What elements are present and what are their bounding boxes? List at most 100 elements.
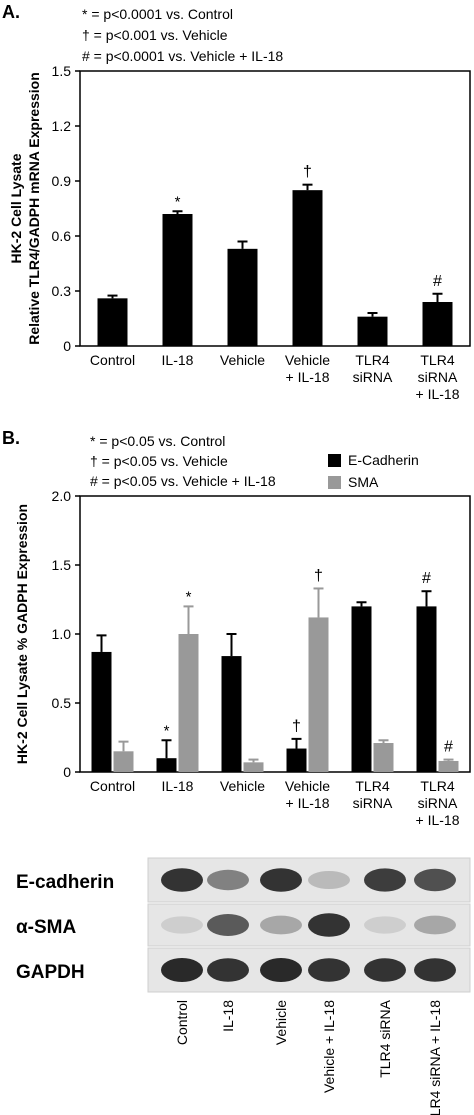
blot-band: [414, 868, 456, 892]
blot-band: [207, 869, 249, 891]
chart-a-ylabel-line: Relative TLR4/GADPH mRNA Expression: [26, 72, 42, 345]
chart-b-bar: [221, 656, 242, 772]
chart-b-bar: [91, 651, 112, 772]
chart-b-legend-label: E-Cadherin: [348, 452, 419, 468]
chart-b-bar: [416, 606, 437, 772]
blot-band: [308, 871, 350, 889]
blot-band: [207, 914, 249, 936]
blot-band: [207, 958, 249, 982]
blot-band: [260, 958, 302, 982]
blot-band: [161, 958, 203, 982]
blot-lane-label: IL-18: [220, 1000, 236, 1032]
chart-b-ytick-label: 1.5: [52, 557, 72, 573]
chart-b-bar: [308, 617, 329, 772]
chart-b-bar: [286, 748, 307, 772]
blot-row-label: E-cadherin: [16, 872, 114, 893]
chart-a-ytick-label: 1.5: [52, 63, 72, 79]
chart-b-legend-label: SMA: [348, 474, 379, 490]
panel-b-legend-line-1: * = p<0.05 vs. Control: [90, 433, 225, 449]
panel-b-label: B.: [2, 428, 20, 448]
chart-b-bar: [113, 751, 134, 772]
chart-b-category-label: Vehicle: [285, 778, 330, 794]
blot-band: [161, 916, 203, 934]
chart-a-bar: [227, 248, 258, 346]
blot-band: [161, 868, 203, 892]
chart-b-category-label: siRNA: [353, 795, 393, 811]
chart-a-category-label: Vehicle: [285, 352, 330, 368]
chart-a-ytick-label: 0.3: [52, 283, 72, 299]
chart-b-ytick-label: 2.0: [52, 488, 72, 504]
blot-band: [364, 868, 406, 892]
blot-lane-label: Vehicle + IL-18: [321, 1000, 337, 1093]
chart-a-bar: [422, 302, 453, 346]
chart-a-category-label: TLR4: [355, 352, 389, 368]
blot-band: [364, 916, 406, 934]
chart-a-plot-frame: [79, 70, 471, 347]
chart-b-ylabel-line: HK-2 Cell Lysate % GADPH Expression: [14, 504, 30, 764]
panel-a-legend-line-2: † = p<0.001 vs. Vehicle: [82, 27, 228, 43]
panel-a-legend-line-1: * = p<0.0001 vs. Control: [82, 6, 233, 22]
chart-a-ytick-label: 0: [63, 338, 71, 354]
blot-band: [414, 915, 456, 935]
chart-b-category-label: Control: [90, 778, 135, 794]
chart-b-ytick-label: 1.0: [52, 626, 72, 642]
chart-a-significance-mark: †: [303, 164, 312, 181]
chart-b-category-label: TLR4: [355, 778, 389, 794]
chart-b-significance-mark: #: [422, 570, 431, 587]
chart-a-significance-mark: #: [433, 273, 442, 290]
chart-a-category-label: siRNA: [353, 369, 393, 385]
blot-band: [308, 913, 350, 937]
blot-lane-label: TLR4 siRNA: [377, 999, 393, 1077]
chart-b-category-label: + IL-18: [286, 795, 330, 811]
chart-b-bar: [351, 606, 372, 772]
chart-a-ylabel-line: HK-2 Cell Lysate: [8, 153, 24, 263]
chart-b-bar: [243, 762, 264, 772]
blot-band: [260, 915, 302, 935]
chart-b-bar: [373, 743, 394, 772]
panel-b-legend-line-3: # = p<0.05 vs. Vehicle + IL-18: [90, 473, 276, 489]
chart-b-category-label: + IL-18: [416, 812, 460, 828]
chart-a: 0 0.3 0.6 0.9 1.2 1.5 HK-2 Cell Lysate Relative…: [8, 63, 471, 402]
chart-b-category-label: TLR4: [420, 778, 454, 794]
blot-band: [414, 958, 456, 982]
chart-a-category-label: + IL-18: [416, 386, 460, 402]
chart-b-bar: [178, 634, 199, 772]
chart-b-category-label: Vehicle: [220, 778, 265, 794]
chart-b-significance-mark: #: [444, 739, 453, 756]
chart-a-significance-mark: *: [175, 193, 181, 210]
panel-b-legend-line-2: † = p<0.05 vs. Vehicle: [90, 453, 228, 469]
chart-b-significance-mark: †: [292, 718, 301, 735]
panel-a-label: A.: [2, 2, 20, 22]
chart-b-ytick-label: 0: [63, 764, 71, 780]
western-blot: E-cadherin α-SMA GAPDH Control IL-18 Vehicle V…: [16, 857, 471, 1115]
chart-a-ytick-label: 0.9: [52, 173, 72, 189]
chart-b-legend-swatch: [328, 454, 341, 467]
blot-lane-label: Vehicle: [273, 1000, 289, 1045]
chart-b-bar: [438, 760, 459, 772]
chart-b-category-label: siRNA: [418, 795, 458, 811]
chart-b-legend-swatch: [328, 476, 341, 489]
chart-a-category-label: IL-18: [162, 352, 194, 368]
chart-a-category-label: Vehicle: [220, 352, 265, 368]
blot-band: [364, 958, 406, 982]
chart-a-ytick-label: 0.6: [52, 228, 72, 244]
chart-b-bar: [156, 758, 177, 772]
blot-lane-label: TLR4 siRNA + IL-18: [427, 1000, 443, 1115]
chart-b: 0 0.5 1.0 1.5 2.0 HK-2 Cell Lysate % GADPH Ex…: [14, 452, 471, 828]
blot-band: [260, 868, 302, 892]
chart-a-bar: [292, 190, 323, 346]
chart-b-category-label: IL-18: [162, 778, 194, 794]
chart-a-bar: [162, 214, 193, 346]
chart-a-category-label: Control: [90, 352, 135, 368]
chart-b-significance-mark: *: [186, 588, 192, 605]
chart-b-significance-mark: *: [164, 722, 170, 739]
chart-a-bar: [97, 298, 128, 346]
chart-a-category-label: + IL-18: [286, 369, 330, 385]
blot-row-label: α-SMA: [16, 917, 77, 938]
blot-row-label: GAPDH: [16, 962, 85, 983]
chart-b-significance-mark: †: [314, 567, 323, 584]
chart-a-ytick-label: 1.2: [52, 118, 72, 134]
chart-a-category-label: TLR4: [420, 352, 454, 368]
chart-a-bar: [357, 316, 388, 346]
